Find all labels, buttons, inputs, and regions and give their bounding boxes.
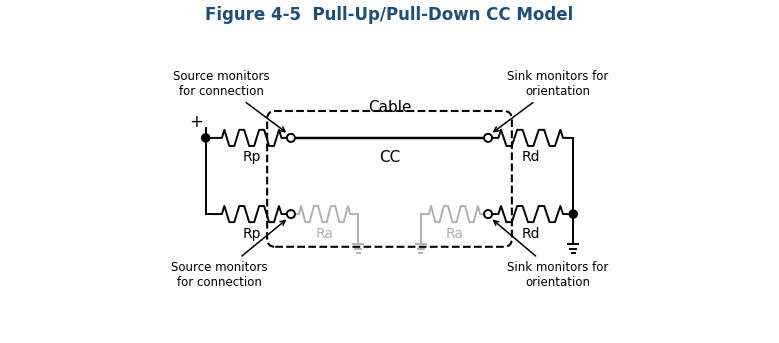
Text: Source monitors
for connection: Source monitors for connection	[173, 70, 285, 132]
Text: Sink monitors for
orientation: Sink monitors for orientation	[494, 70, 608, 132]
Text: Rd: Rd	[521, 227, 540, 241]
Text: Rd: Rd	[521, 151, 540, 164]
Circle shape	[569, 210, 577, 218]
Text: +: +	[189, 113, 203, 131]
Text: Cable: Cable	[368, 99, 411, 115]
Circle shape	[202, 134, 210, 142]
Text: Figure 4-5  Pull-Up/Pull-Down CC Model: Figure 4-5 Pull-Up/Pull-Down CC Model	[206, 6, 573, 24]
Text: Ra: Ra	[446, 227, 464, 241]
Circle shape	[484, 210, 492, 218]
Circle shape	[484, 134, 492, 142]
Text: Rp: Rp	[242, 151, 261, 164]
Text: Source monitors
for connection: Source monitors for connection	[171, 221, 285, 288]
Circle shape	[287, 134, 295, 142]
Circle shape	[287, 210, 295, 218]
Text: Ra: Ra	[315, 227, 333, 241]
Text: Rp: Rp	[242, 227, 261, 241]
Text: CC: CC	[379, 151, 400, 165]
Text: Sink monitors for
orientation: Sink monitors for orientation	[494, 221, 608, 288]
FancyBboxPatch shape	[267, 111, 512, 247]
